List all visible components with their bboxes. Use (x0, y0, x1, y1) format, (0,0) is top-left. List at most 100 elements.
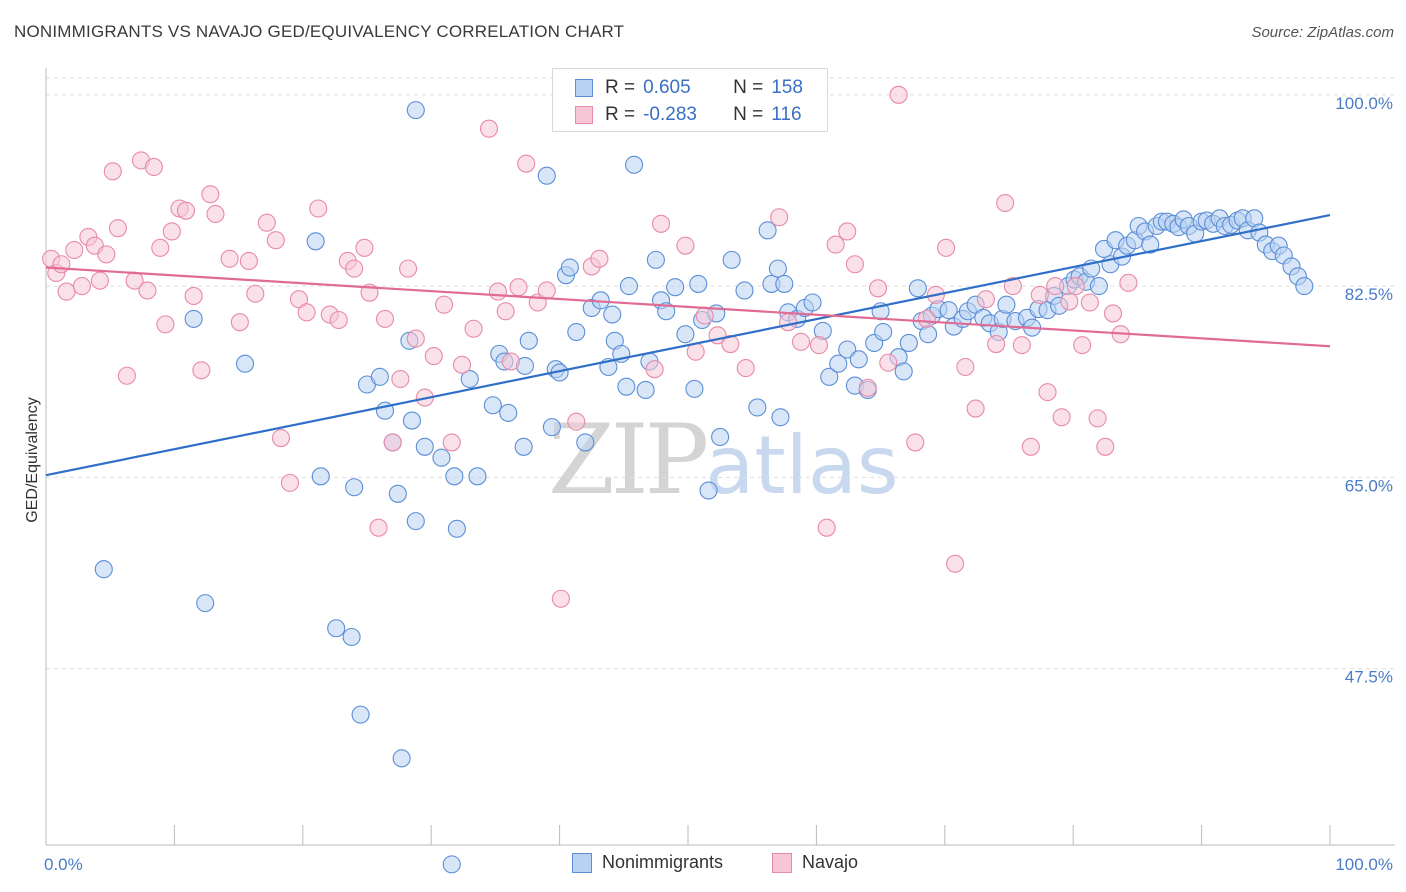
point-navajo (206, 204, 225, 224)
point-nonimmigrants (519, 331, 538, 350)
point-nonimmigrants (345, 478, 364, 497)
point-navajo (868, 279, 888, 298)
point-nonimmigrants (899, 333, 918, 353)
point-navajo (1060, 292, 1079, 311)
watermark-atlas: atlas (705, 419, 899, 512)
point-nonimmigrants (351, 705, 370, 724)
point-nonimmigrants (829, 354, 848, 373)
legend-n-label: N = (733, 104, 764, 125)
trend-line-navajo (45, 266, 1331, 348)
point-navajo (509, 278, 528, 297)
point-nonimmigrants (646, 250, 665, 269)
point-nonimmigrants (676, 325, 695, 344)
point-navajo (452, 355, 472, 374)
point-nonimmigrants (820, 367, 839, 386)
point-navajo (1003, 277, 1022, 296)
x-tick-label: 0.0% (44, 855, 83, 874)
point-nonimmigrants (617, 377, 636, 396)
point-nonimmigrants (327, 619, 346, 638)
point-nonimmigrants (1295, 277, 1314, 296)
point-navajo (151, 238, 170, 257)
point-navajo (858, 378, 877, 397)
point-navajo (257, 213, 276, 232)
legend-swatch-pink (575, 106, 593, 124)
bottom-legend-label: Nonimmigrants (602, 852, 724, 872)
point-navajo (383, 433, 402, 452)
point-nonimmigrants (838, 340, 857, 359)
point-nonimmigrants (196, 594, 215, 613)
point-nonimmigrants (235, 354, 255, 373)
point-nonimmigrants (388, 484, 407, 503)
point-nonimmigrants (919, 325, 938, 344)
data-points (42, 81, 1314, 874)
point-nonimmigrants (460, 369, 479, 389)
bottom-legend-nonimmigrants[interactable]: Nonimmigrants (572, 852, 723, 873)
watermark: ZIPatlas (548, 404, 899, 516)
point-navajo (246, 284, 265, 303)
y-tick-label: 100.0% (1335, 94, 1393, 113)
point-navajo (879, 353, 898, 372)
point-nonimmigrants (432, 448, 451, 467)
point-nonimmigrants (711, 427, 730, 447)
bottom-legend-swatch-pink (772, 852, 792, 873)
point-navajo (230, 313, 249, 332)
legend-r-value: 0.605 (643, 77, 691, 98)
point-nonimmigrants (625, 155, 644, 174)
point-navajo (220, 249, 239, 268)
point-navajo (266, 231, 285, 250)
grid-lines (46, 77, 1395, 670)
point-navajo (271, 429, 291, 448)
point-navajo (479, 119, 499, 138)
point-navajo (1038, 383, 1057, 402)
point-navajo (826, 235, 845, 254)
point-nonimmigrants (514, 437, 533, 456)
point-navajo (424, 347, 443, 366)
point-navajo (355, 238, 374, 257)
point-navajo (65, 240, 84, 260)
point-navajo (937, 238, 956, 257)
point-nonimmigrants (567, 322, 586, 342)
point-navajo (52, 255, 71, 274)
bottom-legend: Nonimmigrants Navajo (0, 852, 1406, 878)
point-navajo (103, 162, 122, 181)
point-navajo (399, 259, 418, 278)
point-navajo (1030, 285, 1049, 304)
point-nonimmigrants (184, 309, 203, 328)
point-nonimmigrants (748, 398, 767, 417)
point-nonimmigrants (699, 481, 718, 500)
point-navajo (90, 271, 109, 290)
point-nonimmigrants (689, 274, 708, 293)
point-nonimmigrants (94, 560, 113, 579)
point-navajo (57, 282, 76, 301)
point-nonimmigrants (406, 101, 425, 120)
axes (45, 68, 1395, 846)
point-nonimmigrants (908, 279, 927, 298)
trend-line-nonimmigrants (45, 213, 1331, 477)
point-navajo (97, 245, 116, 264)
point-navajo (1012, 336, 1031, 355)
point-nonimmigrants (576, 433, 595, 452)
point-navajo (917, 309, 936, 328)
point-navajo (488, 282, 508, 301)
legend-row-nonimmigrants: R = 0.605 N = 158 (575, 75, 803, 101)
point-nonimmigrants (722, 250, 741, 269)
point-navajo (551, 589, 570, 608)
point-navajo (770, 208, 789, 227)
point-navajo (590, 249, 609, 268)
point-navajo (809, 336, 829, 355)
point-nonimmigrants (560, 258, 579, 277)
x-tick-label: 100.0% (1335, 855, 1393, 874)
point-nonimmigrants (636, 380, 655, 400)
point-navajo (966, 399, 985, 418)
legend-n-value: 158 (771, 77, 803, 98)
point-navajo (817, 518, 836, 537)
point-navajo (956, 357, 975, 377)
bottom-legend-navajo[interactable]: Navajo (772, 852, 858, 873)
point-nonimmigrants (803, 293, 822, 312)
trend-lines (45, 213, 1331, 477)
point-navajo (987, 334, 1006, 354)
point-navajo (406, 329, 425, 348)
point-nonimmigrants (468, 467, 487, 486)
point-navajo (736, 359, 755, 378)
point-navajo (108, 219, 127, 238)
